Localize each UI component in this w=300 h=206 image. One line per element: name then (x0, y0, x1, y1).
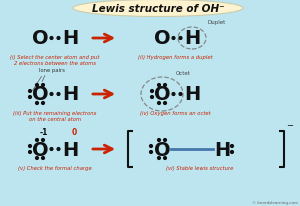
Circle shape (42, 139, 44, 142)
Circle shape (28, 96, 32, 99)
Circle shape (28, 151, 32, 154)
Text: -1: -1 (40, 127, 48, 136)
Text: Lewis structure of OH⁻: Lewis structure of OH⁻ (92, 4, 224, 14)
Text: Octet: Octet (176, 71, 191, 76)
Circle shape (50, 37, 53, 40)
Circle shape (172, 93, 175, 96)
Circle shape (36, 102, 38, 105)
Circle shape (42, 84, 44, 87)
Circle shape (158, 139, 160, 142)
Text: O: O (32, 85, 48, 104)
Circle shape (36, 84, 38, 87)
Circle shape (28, 145, 32, 148)
Circle shape (179, 93, 182, 96)
Text: (vi) Stable lewis structure: (vi) Stable lewis structure (166, 165, 234, 170)
Text: H: H (214, 140, 230, 159)
Circle shape (57, 37, 60, 40)
Circle shape (50, 93, 53, 96)
Circle shape (42, 102, 44, 105)
Text: O: O (32, 29, 48, 48)
Circle shape (172, 37, 175, 40)
Circle shape (36, 157, 38, 160)
Text: (i) Select the center atom and put
2 electrons between the atoms: (i) Select the center atom and put 2 ele… (10, 55, 100, 66)
Circle shape (50, 148, 53, 151)
Circle shape (158, 84, 160, 87)
Circle shape (231, 145, 233, 148)
Circle shape (164, 139, 166, 142)
Text: © knordslearning.com: © knordslearning.com (252, 200, 298, 204)
Text: (ii) Hydrogen forms a duplet: (ii) Hydrogen forms a duplet (138, 55, 212, 60)
Text: O: O (154, 29, 170, 48)
Text: lone pairs: lone pairs (39, 68, 65, 73)
Text: H: H (184, 85, 200, 104)
Circle shape (158, 157, 160, 160)
Circle shape (36, 139, 38, 142)
Text: O: O (154, 140, 170, 159)
Circle shape (57, 148, 60, 151)
Text: H: H (62, 140, 78, 159)
Text: (iv) Oxygen forms an octet: (iv) Oxygen forms an octet (140, 110, 210, 115)
Ellipse shape (73, 0, 243, 18)
Circle shape (57, 93, 60, 96)
Circle shape (28, 90, 32, 93)
Circle shape (158, 102, 160, 105)
Text: H: H (184, 29, 200, 48)
Text: H: H (62, 29, 78, 48)
Text: O: O (154, 85, 170, 104)
Circle shape (164, 157, 166, 160)
Text: H: H (62, 85, 78, 104)
Circle shape (150, 145, 152, 148)
Circle shape (150, 151, 152, 154)
Text: 0: 0 (71, 127, 76, 136)
Text: Duplet: Duplet (207, 20, 225, 25)
Text: −: − (286, 121, 293, 129)
Circle shape (151, 96, 153, 99)
Circle shape (179, 37, 182, 40)
Circle shape (151, 90, 153, 93)
Text: O: O (32, 140, 48, 159)
Text: (iii) Put the remaining electrons
on the central atom: (iii) Put the remaining electrons on the… (13, 110, 97, 121)
Circle shape (164, 102, 166, 105)
Circle shape (164, 84, 166, 87)
Text: (v) Check the formal charge: (v) Check the formal charge (18, 165, 92, 170)
Circle shape (231, 151, 233, 154)
Circle shape (42, 157, 44, 160)
